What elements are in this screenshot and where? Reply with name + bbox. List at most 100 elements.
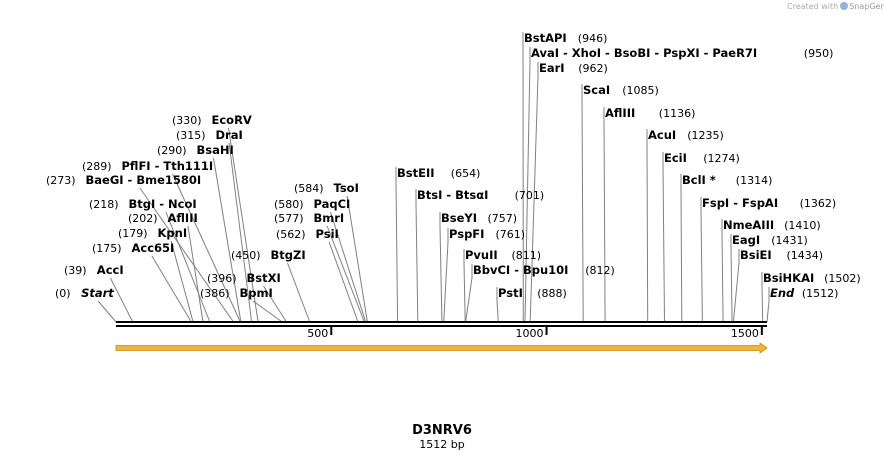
site-eagi[interactable]: (1431) EagI [732,233,808,247]
site-position: (1274) [703,152,740,165]
site-nmeaiii[interactable]: (1410) NmeAIII [723,218,821,232]
site-afliii[interactable]: (202) AflIII [128,211,198,225]
leader-line [263,285,287,323]
site-position: (654) [451,167,481,180]
site-position: (761) [496,228,526,241]
feature-arrow-shape[interactable] [115,342,768,354]
leader-line [172,173,241,323]
leader-line [496,287,499,323]
site-psii[interactable]: (562) PsiI [276,227,339,241]
sequence-backbone [116,321,767,327]
site-pvuii[interactable]: (811) PvuII [465,248,541,262]
site-position: (812) [585,264,615,277]
site-kpni[interactable]: (179) KpnI [118,226,187,240]
leader-line [680,174,683,323]
site-bsihkai[interactable]: (1502) BsiHKAI [763,271,861,285]
site-acui[interactable]: (1235) AcuI [648,128,724,142]
site-acc65i[interactable]: (175) Acc65I [92,241,174,255]
site-position: (757) [488,212,518,225]
site-bseyi[interactable]: (757) BseYI [441,211,517,225]
site-name: BsiEI [740,248,772,262]
site-drai[interactable]: (315) DraI [176,128,243,142]
snapgene-logo-icon [840,2,849,10]
site-ecii[interactable]: (1274) EciI [664,151,740,165]
site-position: (290) [157,144,187,157]
leader-line [581,84,584,323]
site-position: (289) [82,160,112,173]
site-pspfi[interactable]: (761) PspFI [449,227,525,241]
site-start[interactable]: (0) Start [55,286,114,300]
site-bstapi[interactable]: (946) BstAPI [524,31,607,45]
axis-tick-label: 1000 [516,327,544,340]
site-position: (1431) [771,234,808,247]
leader-line [151,255,192,323]
site-name: BtgI - NcoI [129,197,197,211]
site-bsahi[interactable]: (290) BsaHI [157,143,234,157]
leader-line [139,187,234,323]
site-acci[interactable]: (39) AccI [64,263,124,277]
site-position: (1136) [659,107,696,120]
site-end[interactable]: (1512) End [770,286,838,300]
site-bpmi[interactable]: (386) BpmI [200,286,273,300]
site-position: (1434) [787,249,824,262]
leader-line [328,241,359,323]
site-bstxi[interactable]: (396) BstXI [207,271,281,285]
site-btsi-bts-i[interactable]: (701) BtsI - BtsαI [417,188,544,202]
site-name: BtgZI [271,248,306,262]
site-tsoi[interactable]: (584) TsoI [294,181,359,195]
leader-line [524,47,531,323]
site-psti[interactable]: (888) PstI [498,286,567,300]
site-avai-xhoi-bsobi-pspxi-paer7i[interactable]: (950) AvaI - XhoI - BsoBI - PspXI - PaeR7… [531,46,833,60]
site-fspi-fspai[interactable]: (1362) FspI - FspAI [702,196,836,210]
site-position: (175) [92,242,122,255]
site-position: (179) [118,227,148,240]
site-name: BseYI [441,211,477,225]
site-name: PsiI [316,227,339,241]
site-pflfi-tth111i[interactable]: (289) PflFI - Tth111I [82,159,213,173]
site-position: (577) [274,212,304,225]
leader-line [187,225,204,323]
site-name: EciI [664,151,687,165]
site-bcli[interactable]: (1314) BclI * [682,173,772,187]
site-position: (396) [207,272,237,285]
leader-line [700,197,703,323]
site-bsiei[interactable]: (1434) BsiEI [740,248,823,262]
site-name: BstAPI [524,31,567,45]
site-name: BstXI [247,271,281,285]
site-bsteii[interactable]: (654) BstEII [397,166,480,180]
site-name: BsaHI [197,143,234,157]
site-bmri[interactable]: (577) BmrI [274,211,344,225]
plasmid-length: 1512 bp [419,438,464,451]
leader-line [97,300,117,323]
site-position: (386) [200,287,230,300]
leader-line [439,212,443,323]
site-position: (1410) [784,219,821,232]
leader-line [165,211,211,323]
site-name: BsiHKAI [763,271,814,285]
site-position: (811) [512,249,542,262]
site-btgzi[interactable]: (450) BtgZI [231,248,306,262]
site-eari[interactable]: (962) EarI [539,61,608,75]
site-position: (1512) [802,287,839,300]
site-afliii[interactable]: (1136) AflIII [605,106,695,120]
feature-arrow[interactable] [115,342,768,354]
site-name: AflIII [605,106,635,120]
site-name: PstI [498,286,523,300]
site-position: (562) [276,228,306,241]
site-position: (39) [64,264,87,277]
leader-line [529,62,539,323]
site-position: (580) [274,198,304,211]
site-name: PvuII [465,248,498,262]
site-scai[interactable]: (1085) ScaI [583,83,659,97]
leader-line [443,228,449,323]
site-baegi-bme1580i[interactable]: (273) BaeGI - Bme1580I [46,173,201,187]
site-btgi-ncoi[interactable]: (218) BtgI - NcoI [89,197,197,211]
site-paqci[interactable]: (580) PaqCI [274,197,350,211]
site-bbvci-bpu10i[interactable]: (812) BbvCI - Bpu10I [473,263,615,277]
site-name: EagI [732,233,760,247]
leader-line [213,157,242,323]
leader-line [465,264,473,323]
axis-tick-label: 500 [307,327,328,340]
site-ecorv[interactable]: (330) EcoRV [172,113,252,127]
